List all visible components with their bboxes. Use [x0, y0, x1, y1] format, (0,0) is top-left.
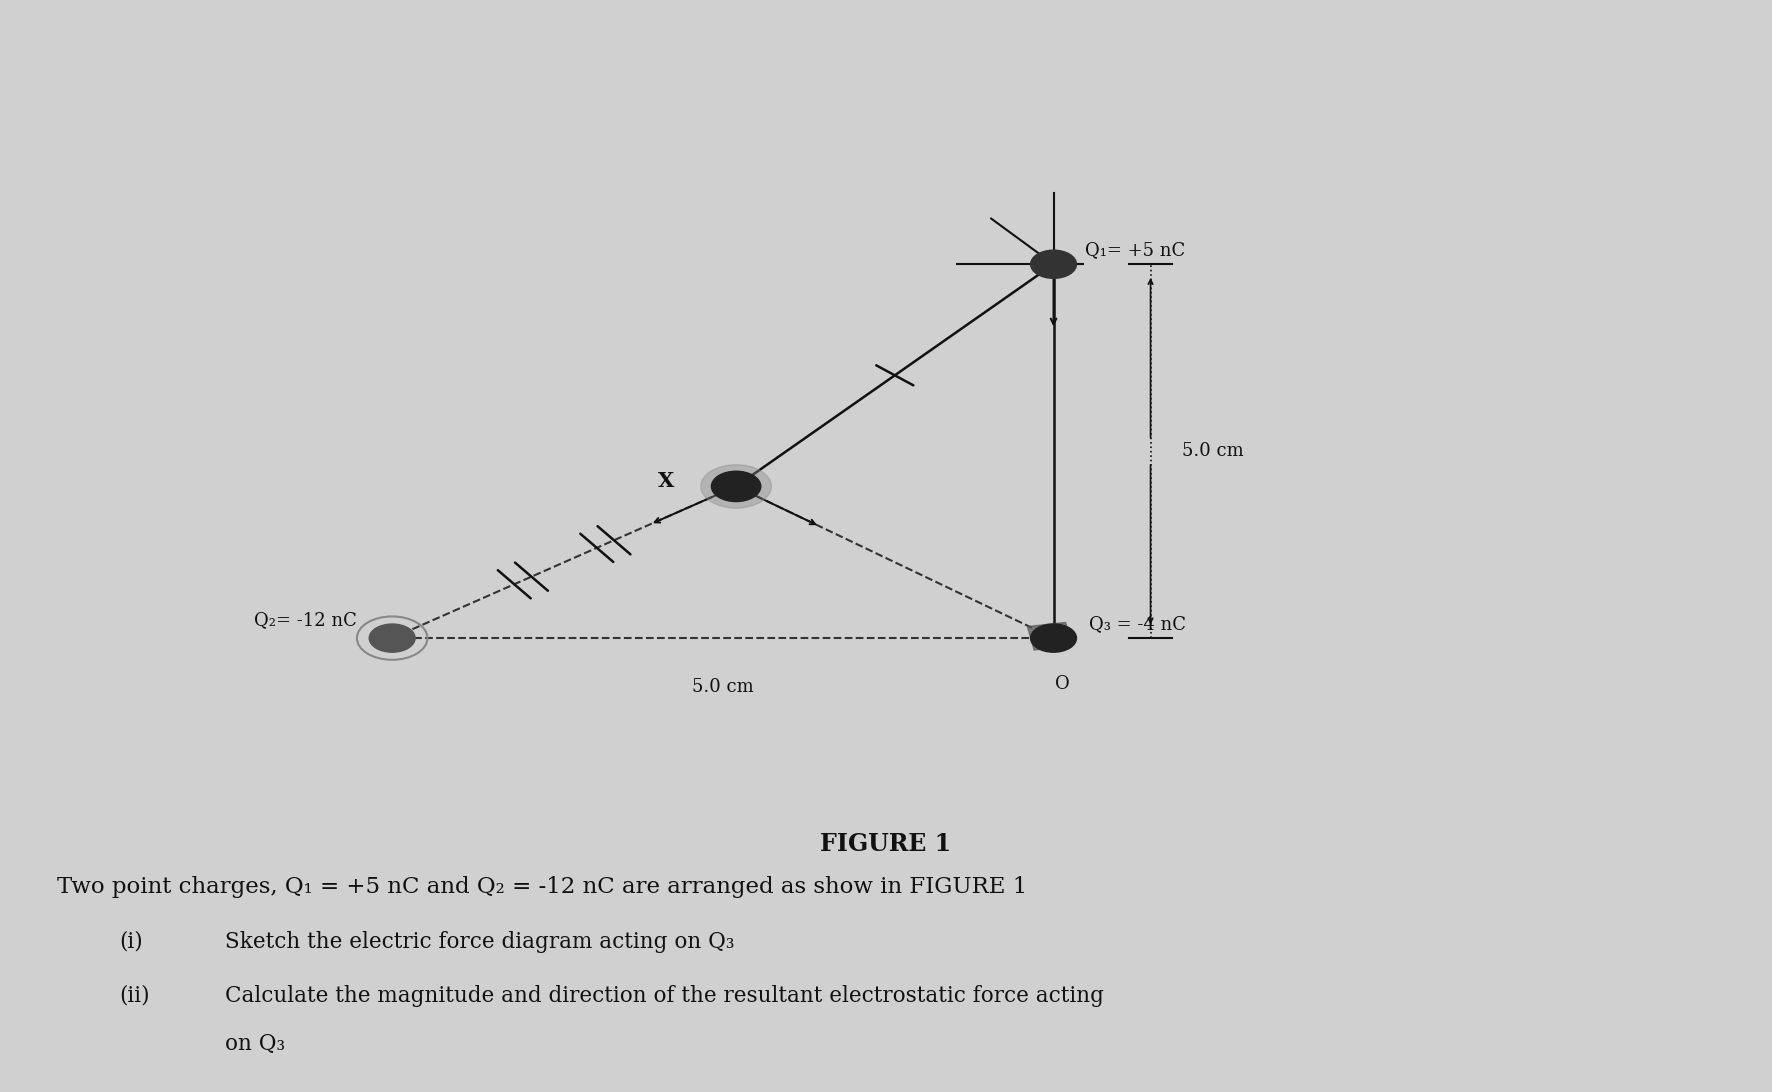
Text: Q₁= +5 nC: Q₁= +5 nC — [1084, 241, 1185, 259]
Circle shape — [369, 624, 415, 652]
Circle shape — [711, 472, 760, 501]
Text: Sketch the electric force diagram acting on Q₃: Sketch the electric force diagram acting… — [225, 930, 734, 952]
Text: Calculate the magnitude and direction of the resultant electrostatic force actin: Calculate the magnitude and direction of… — [225, 985, 1104, 1007]
Text: Q₂= -12 nC: Q₂= -12 nC — [253, 612, 356, 629]
Circle shape — [1031, 250, 1076, 278]
Text: (i): (i) — [119, 930, 142, 952]
Text: Two point charges, Q₁ = +5 nC and Q₂ = -12 nC are arranged as show in FIGURE 1: Two point charges, Q₁ = +5 nC and Q₂ = -… — [57, 877, 1028, 899]
Circle shape — [1031, 624, 1076, 652]
Text: FIGURE 1: FIGURE 1 — [820, 832, 952, 856]
Text: 5.0 cm: 5.0 cm — [693, 678, 753, 696]
Bar — [1028, 622, 1072, 650]
Text: O: O — [1054, 675, 1070, 692]
Text: X: X — [657, 471, 675, 491]
Circle shape — [700, 465, 771, 508]
Text: (ii): (ii) — [119, 985, 149, 1007]
Text: Q₃ = -4 nC: Q₃ = -4 nC — [1088, 615, 1185, 632]
Text: on Q₃: on Q₃ — [225, 1033, 285, 1056]
Text: 5.0 cm: 5.0 cm — [1182, 442, 1244, 460]
